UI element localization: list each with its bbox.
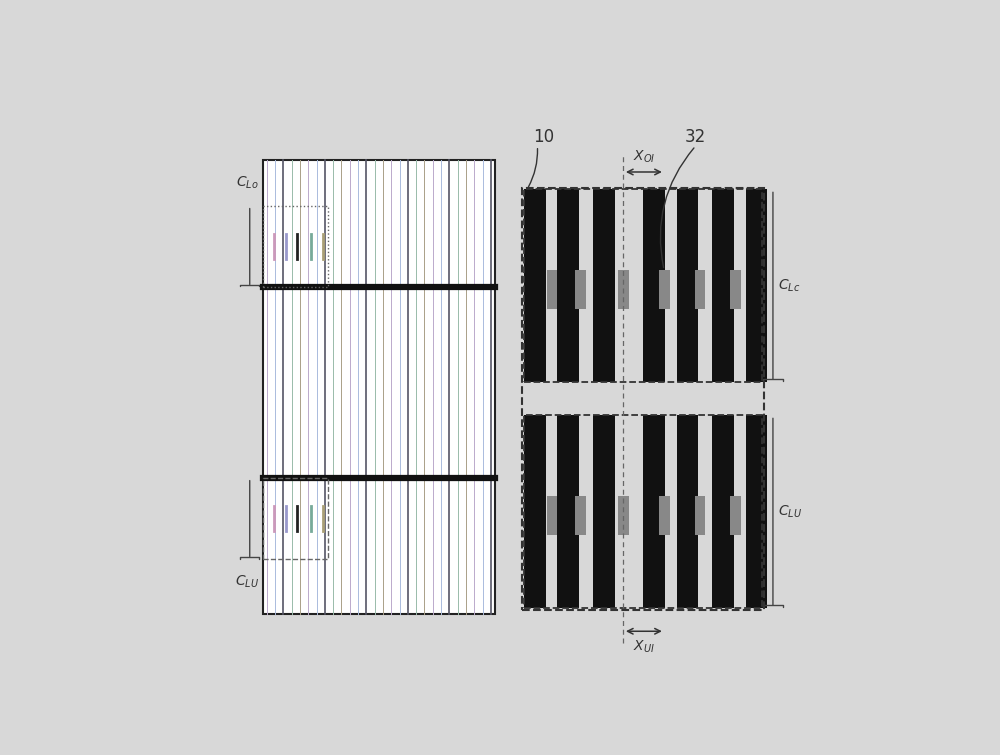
Bar <box>263 160 495 614</box>
Bar <box>712 415 734 608</box>
Bar <box>746 190 767 382</box>
Bar <box>730 270 741 309</box>
Text: $X_{UI}$: $X_{UI}$ <box>633 638 655 655</box>
Bar <box>712 190 734 382</box>
Bar <box>575 270 586 309</box>
Bar <box>677 415 698 608</box>
Bar <box>659 496 670 535</box>
Text: $C_{LU}$: $C_{LU}$ <box>778 504 802 520</box>
Bar <box>695 270 705 309</box>
Bar <box>522 188 764 610</box>
Bar <box>659 270 670 309</box>
Bar <box>557 190 579 382</box>
Bar <box>524 415 546 608</box>
Bar <box>618 270 629 309</box>
Bar <box>263 478 328 559</box>
Text: $X_{OI}$: $X_{OI}$ <box>633 149 655 165</box>
Bar <box>593 415 615 608</box>
Bar <box>575 496 586 535</box>
Text: 10: 10 <box>533 128 554 146</box>
Bar <box>524 415 762 608</box>
Bar <box>547 270 557 309</box>
Bar <box>618 496 629 535</box>
Bar <box>730 496 741 535</box>
Bar <box>524 190 762 382</box>
Bar <box>677 190 698 382</box>
Bar <box>263 205 328 288</box>
Bar <box>593 190 615 382</box>
Bar <box>746 415 767 608</box>
Text: $C_{LU}$: $C_{LU}$ <box>235 574 259 590</box>
Text: $C_{Lo}$: $C_{Lo}$ <box>236 174 258 191</box>
Text: 32: 32 <box>685 128 706 146</box>
Text: $C_{Lc}$: $C_{Lc}$ <box>778 278 800 294</box>
Bar <box>643 190 665 382</box>
Bar <box>557 415 579 608</box>
Bar <box>524 190 546 382</box>
Bar <box>643 415 665 608</box>
Bar <box>695 496 705 535</box>
Bar <box>547 496 557 535</box>
